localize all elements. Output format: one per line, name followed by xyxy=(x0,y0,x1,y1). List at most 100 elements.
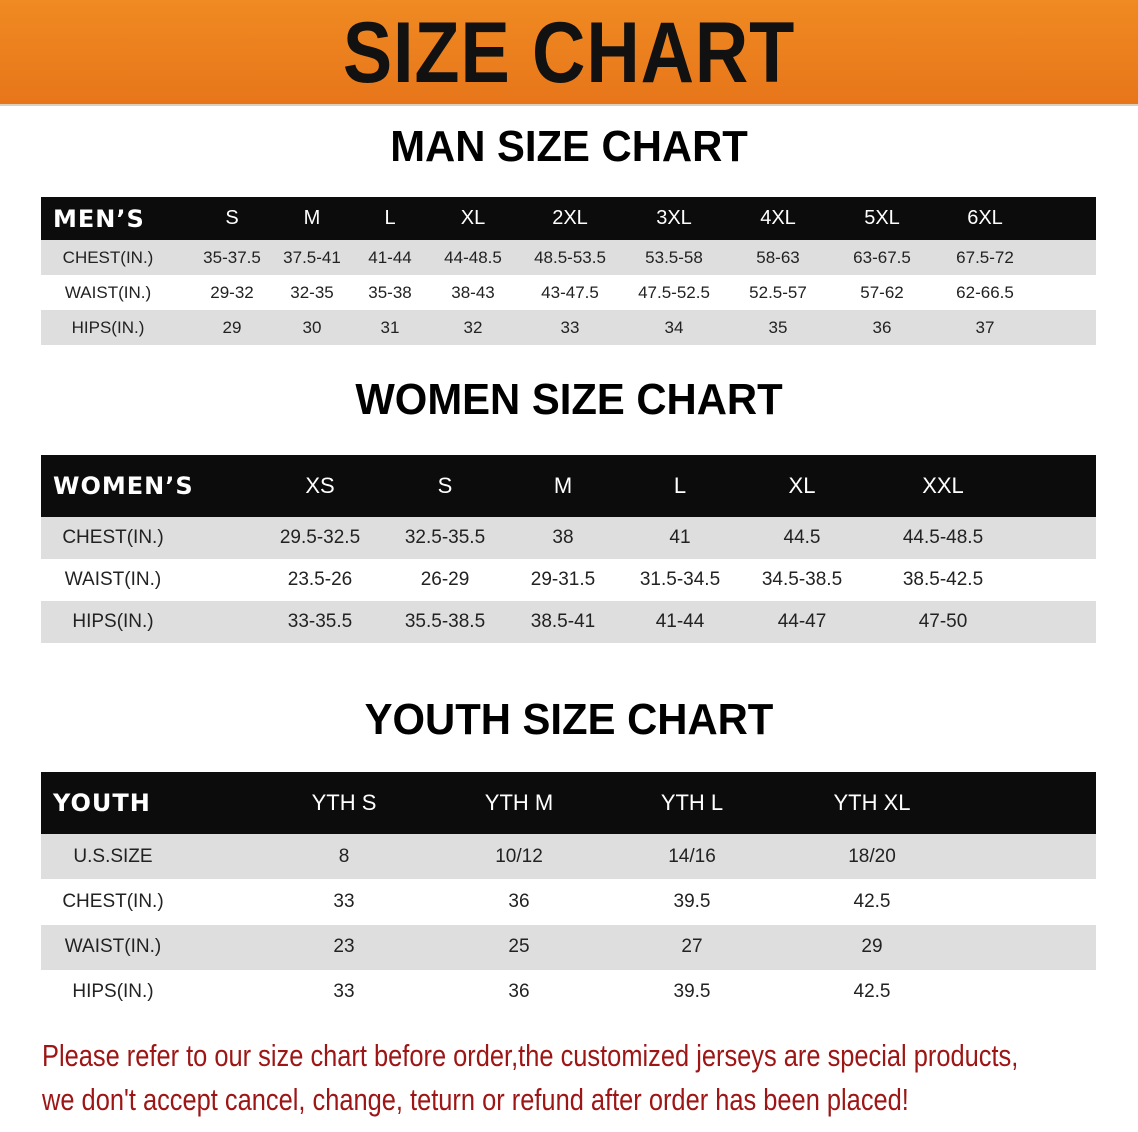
table-cell: 35-38 xyxy=(368,282,412,302)
policy-note-line-1: Please refer to our size chart before or… xyxy=(42,1038,1019,1073)
table-cell: 41-44 xyxy=(655,611,705,632)
men-size-table: MEN’S S M L XL 2XL 3XL 4XL 5XL 6XL CHEST(IN.) 35-37… xyxy=(41,197,1096,345)
table-cell: 33-35.5 xyxy=(287,611,353,632)
size-header-l: L xyxy=(673,473,687,498)
men-section-title: MAN SIZE CHART xyxy=(390,122,748,171)
table-cell: 33 xyxy=(333,890,355,912)
size-header-5xl: 5XL xyxy=(864,207,900,229)
table-row: WAIST(IN.) 23.5-26 26-29 29-31.5 31.5-34.5 34… xyxy=(41,559,1096,601)
table-cell: 38.5-41 xyxy=(530,611,596,632)
table-cell: 36 xyxy=(508,981,530,1003)
size-header-s: S xyxy=(437,473,453,498)
table-cell: 26-29 xyxy=(420,569,470,590)
table-cell: 34 xyxy=(664,317,684,337)
table-cell: 67.5-72 xyxy=(956,247,1014,267)
table-cell: 35.5-38.5 xyxy=(404,611,486,632)
table-cell: 32 xyxy=(463,317,483,337)
size-header-3xl: 3XL xyxy=(656,207,692,229)
table-cell: 23.5-26 xyxy=(287,569,353,590)
size-header-2xl: 2XL xyxy=(552,207,588,229)
table-row: CHEST(IN.) 29.5-32.5 32.5-35.5 38 41 44.5 44.5… xyxy=(41,517,1096,559)
table-cell: 52.5-57 xyxy=(749,282,807,302)
table-cell: 43-47.5 xyxy=(541,282,599,302)
youth-section-title: YOUTH SIZE CHART xyxy=(364,695,774,744)
size-header-xl: XL xyxy=(460,207,486,229)
row-label: WAIST(IN.) xyxy=(64,569,162,590)
table-cell: 44-48.5 xyxy=(444,247,502,267)
size-header-xs: XS xyxy=(305,473,335,498)
row-label: HIPS(IN.) xyxy=(71,317,145,337)
table-cell: 58-63 xyxy=(756,247,800,267)
table-cell: 44.5-48.5 xyxy=(902,527,984,548)
table-cell: 29.5-32.5 xyxy=(279,527,361,548)
table-row: WAIST(IN.) 29-32 32-35 35-38 38-43 43-47.5 47.… xyxy=(41,275,1096,310)
table-cell: 29 xyxy=(222,317,242,337)
youth-header-row: YOUTH YTH S YTH M YTH L YTH XL xyxy=(41,772,1096,834)
size-header-l: L xyxy=(384,207,396,229)
row-label: WAIST(IN.) xyxy=(64,282,152,302)
table-row: CHEST(IN.) 33 36 39.5 42.5 xyxy=(41,879,1096,925)
table-cell: 29-32 xyxy=(210,282,254,302)
table-cell: 30 xyxy=(302,317,322,337)
table-cell: 36 xyxy=(872,317,892,337)
table-cell: 37.5-41 xyxy=(283,247,341,267)
table-cell: 62-66.5 xyxy=(956,282,1014,302)
youth-header-label: YOUTH xyxy=(53,789,151,817)
size-header-s: S xyxy=(225,207,239,229)
table-cell: 33 xyxy=(333,981,355,1003)
table-cell: 57-62 xyxy=(860,282,904,302)
size-header-yth-xl: YTH XL xyxy=(833,790,911,815)
women-header-row: WOMEN’S XS S M L XL XXL xyxy=(41,455,1096,517)
table-row: HIPS(IN.) 29 30 31 32 33 34 35 36 37 xyxy=(41,310,1096,345)
table-cell: 38.5-42.5 xyxy=(902,569,984,590)
table-cell: 47-50 xyxy=(918,611,968,632)
row-label: U.S.SIZE xyxy=(73,845,153,867)
row-label: WAIST(IN.) xyxy=(64,936,162,958)
table-cell: 42.5 xyxy=(853,981,891,1003)
men-header-row: MEN’S S M L XL 2XL 3XL 4XL 5XL 6XL xyxy=(41,197,1096,240)
table-cell: 38 xyxy=(552,527,574,548)
table-cell: 33 xyxy=(560,317,580,337)
table-cell: 41-44 xyxy=(368,247,412,267)
table-cell: 42.5 xyxy=(853,890,891,912)
size-header-xl: XL xyxy=(788,473,816,498)
table-cell: 36 xyxy=(508,890,530,912)
table-cell: 44.5 xyxy=(783,527,821,548)
table-cell: 53.5-58 xyxy=(645,247,703,267)
table-cell: 10/12 xyxy=(495,845,543,867)
table-cell: 14/16 xyxy=(668,845,716,867)
table-cell: 8 xyxy=(338,845,350,867)
row-label: CHEST(IN.) xyxy=(62,527,164,548)
table-cell: 39.5 xyxy=(673,890,711,912)
table-cell: 31.5-34.5 xyxy=(639,569,721,590)
table-cell: 63-67.5 xyxy=(853,247,911,267)
table-cell: 31 xyxy=(380,317,400,337)
table-row: WAIST(IN.) 23 25 27 29 xyxy=(41,924,1096,970)
size-header-yth-m: YTH M xyxy=(484,790,554,815)
youth-size-table: YOUTH YTH S YTH M YTH L YTH XL U.S.SIZE 8 10/12… xyxy=(41,772,1096,1015)
table-cell: 38-43 xyxy=(451,282,495,302)
size-header-xxl: XXL xyxy=(922,473,964,498)
table-row: U.S.SIZE 8 10/12 14/16 18/20 xyxy=(41,834,1096,880)
table-cell: 35 xyxy=(768,317,788,337)
table-cell: 48.5-53.5 xyxy=(534,247,606,267)
banner-title: SIZE CHART xyxy=(342,5,796,101)
table-row: CHEST(IN.) 35-37.5 37.5-41 41-44 44-48.5 48.5… xyxy=(41,240,1096,275)
size-header-yth-l: YTH L xyxy=(660,790,724,815)
size-header-m: M xyxy=(553,473,573,498)
title-banner: SIZE CHART xyxy=(0,0,1138,106)
women-header-label: WOMEN’S xyxy=(53,472,194,500)
table-cell: 32-35 xyxy=(290,282,334,302)
size-header-m: M xyxy=(303,207,321,229)
table-cell: 32.5-35.5 xyxy=(404,527,486,548)
women-size-table: WOMEN’S XS S M L XL XXL CHEST(IN.) 29.5-32.5 32.5… xyxy=(41,455,1096,643)
row-label: HIPS(IN.) xyxy=(72,981,154,1003)
table-cell: 25 xyxy=(508,936,530,958)
table-row: HIPS(IN.) 33-35.5 35.5-38.5 38.5-41 41-44 44-… xyxy=(41,601,1096,643)
table-cell: 34.5-38.5 xyxy=(761,569,843,590)
policy-note-line-2: we don't accept cancel, change, teturn o… xyxy=(42,1082,909,1117)
size-header-yth-s: YTH S xyxy=(311,790,377,815)
table-cell: 47.5-52.5 xyxy=(638,282,710,302)
table-cell: 37 xyxy=(975,317,995,337)
row-label: HIPS(IN.) xyxy=(72,611,154,632)
